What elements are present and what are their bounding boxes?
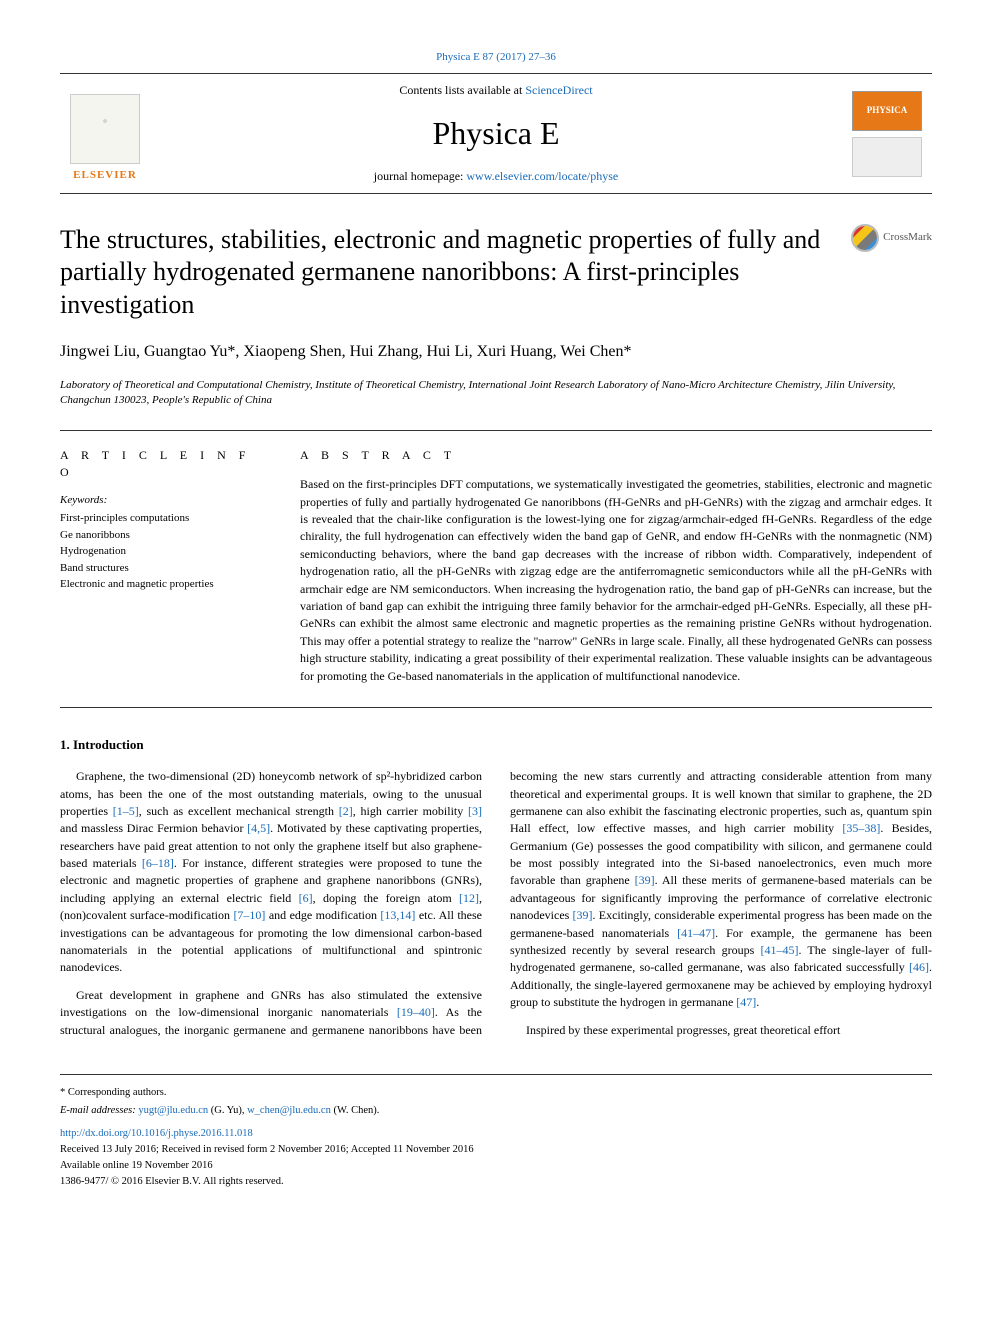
email-name: (W. Chen). xyxy=(331,1105,380,1116)
elsevier-tree-icon xyxy=(70,94,140,164)
homepage-prefix: journal homepage: xyxy=(374,169,467,183)
citation-link[interactable]: [6] xyxy=(299,891,313,905)
keywords-label: Keywords: xyxy=(60,493,260,508)
citation-link[interactable]: [6–18] xyxy=(142,856,174,870)
citation-link[interactable]: [2] xyxy=(339,804,353,818)
top-citation: Physica E 87 (2017) 27–36 xyxy=(60,50,932,65)
citation-link[interactable]: [1–5] xyxy=(113,804,139,818)
contents-prefix: Contents lists available at xyxy=(399,83,525,97)
authors-line: Jingwei Liu, Guangtao Yu*, Xiaopeng Shen… xyxy=(60,341,932,363)
journal-header: ELSEVIER Contents lists available at Sci… xyxy=(60,73,932,193)
citation-link[interactable]: [4,5] xyxy=(247,821,270,835)
copyright-line: 1386-9477/ © 2016 Elsevier B.V. All righ… xyxy=(60,1174,932,1190)
header-center: Contents lists available at ScienceDirec… xyxy=(150,82,842,184)
email-line: E-mail addresses: yugt@jlu.edu.cn (G. Yu… xyxy=(60,1103,932,1119)
keyword-item: Band structures xyxy=(60,560,260,577)
citation-link[interactable]: [13,14] xyxy=(380,908,415,922)
available-line: Available online 19 November 2016 xyxy=(60,1158,932,1174)
article-info-label: A R T I C L E I N F O xyxy=(60,447,260,481)
abstract-column: A B S T R A C T Based on the first-princ… xyxy=(300,447,932,684)
email-label: E-mail addresses: xyxy=(60,1105,138,1116)
email-link[interactable]: yugt@jlu.edu.cn xyxy=(138,1105,208,1116)
keywords-list: First-principles computations Ge nanorib… xyxy=(60,510,260,593)
citation-link[interactable]: [3] xyxy=(468,804,482,818)
email-link[interactable]: w_chen@jlu.edu.cn xyxy=(247,1105,331,1116)
article-info-column: A R T I C L E I N F O Keywords: First-pr… xyxy=(60,447,260,684)
keyword-item: Electronic and magnetic properties xyxy=(60,576,260,593)
journal-name: Physica E xyxy=(150,111,842,156)
paragraph: Inspired by these experimental progresse… xyxy=(510,1022,932,1039)
crossmark-badge[interactable]: CrossMark xyxy=(851,224,932,252)
doi-link[interactable]: http://dx.doi.org/10.1016/j.physe.2016.1… xyxy=(60,1126,932,1142)
citation-link[interactable]: [39] xyxy=(573,908,593,922)
paragraph: Graphene, the two-dimensional (2D) honey… xyxy=(60,768,482,977)
authors-text: Jingwei Liu, Guangtao Yu*, Xiaopeng Shen… xyxy=(60,343,632,360)
info-abstract-row: A R T I C L E I N F O Keywords: First-pr… xyxy=(60,431,932,706)
article-title: The structures, stabilities, electronic … xyxy=(60,224,831,322)
email-name: (G. Yu), xyxy=(208,1105,247,1116)
citation-link[interactable]: [39] xyxy=(635,873,655,887)
publisher-label: ELSEVIER xyxy=(73,168,137,183)
body-text: Graphene, the two-dimensional (2D) honey… xyxy=(60,768,932,1044)
keyword-item: Hydrogenation xyxy=(60,543,260,560)
sciencedirect-link[interactable]: ScienceDirect xyxy=(525,83,592,97)
citation-link[interactable]: [46] xyxy=(909,960,929,974)
contents-line: Contents lists available at ScienceDirec… xyxy=(150,82,842,99)
citation-link[interactable]: Physica E 87 (2017) 27–36 xyxy=(436,51,556,63)
citation-link[interactable]: [47] xyxy=(736,995,756,1009)
keyword-item: First-principles computations xyxy=(60,510,260,527)
citation-link[interactable]: [41–45] xyxy=(760,943,798,957)
journal-cover: PHYSICA xyxy=(842,84,932,184)
homepage-link[interactable]: www.elsevier.com/locate/physe xyxy=(466,169,618,183)
citation-link[interactable]: [41–47] xyxy=(677,926,715,940)
corresponding-note: * Corresponding authors. xyxy=(60,1085,932,1101)
divider-bottom xyxy=(60,707,932,708)
abstract-label: A B S T R A C T xyxy=(300,447,932,464)
citation-link[interactable]: [35–38] xyxy=(842,821,880,835)
crossmark-icon xyxy=(851,224,879,252)
crossmark-label: CrossMark xyxy=(883,230,932,245)
section-heading-intro: 1. Introduction xyxy=(60,736,932,754)
publisher-logo: ELSEVIER xyxy=(60,84,150,184)
citation-link[interactable]: [7–10] xyxy=(233,908,265,922)
affiliation: Laboratory of Theoretical and Computatio… xyxy=(60,378,932,409)
citation-link[interactable]: [19–40] xyxy=(397,1005,435,1019)
title-row: The structures, stabilities, electronic … xyxy=(60,224,932,322)
cover-thumbnail-icon xyxy=(852,137,922,177)
physica-badge-icon: PHYSICA xyxy=(852,91,922,131)
citation-link[interactable]: [12] xyxy=(459,891,479,905)
received-line: Received 13 July 2016; Received in revis… xyxy=(60,1142,932,1158)
homepage-line: journal homepage: www.elsevier.com/locat… xyxy=(150,168,842,185)
abstract-text: Based on the first-principles DFT comput… xyxy=(300,476,932,685)
keyword-item: Ge nanoribbons xyxy=(60,527,260,544)
footer: * Corresponding authors. E-mail addresse… xyxy=(60,1074,932,1190)
